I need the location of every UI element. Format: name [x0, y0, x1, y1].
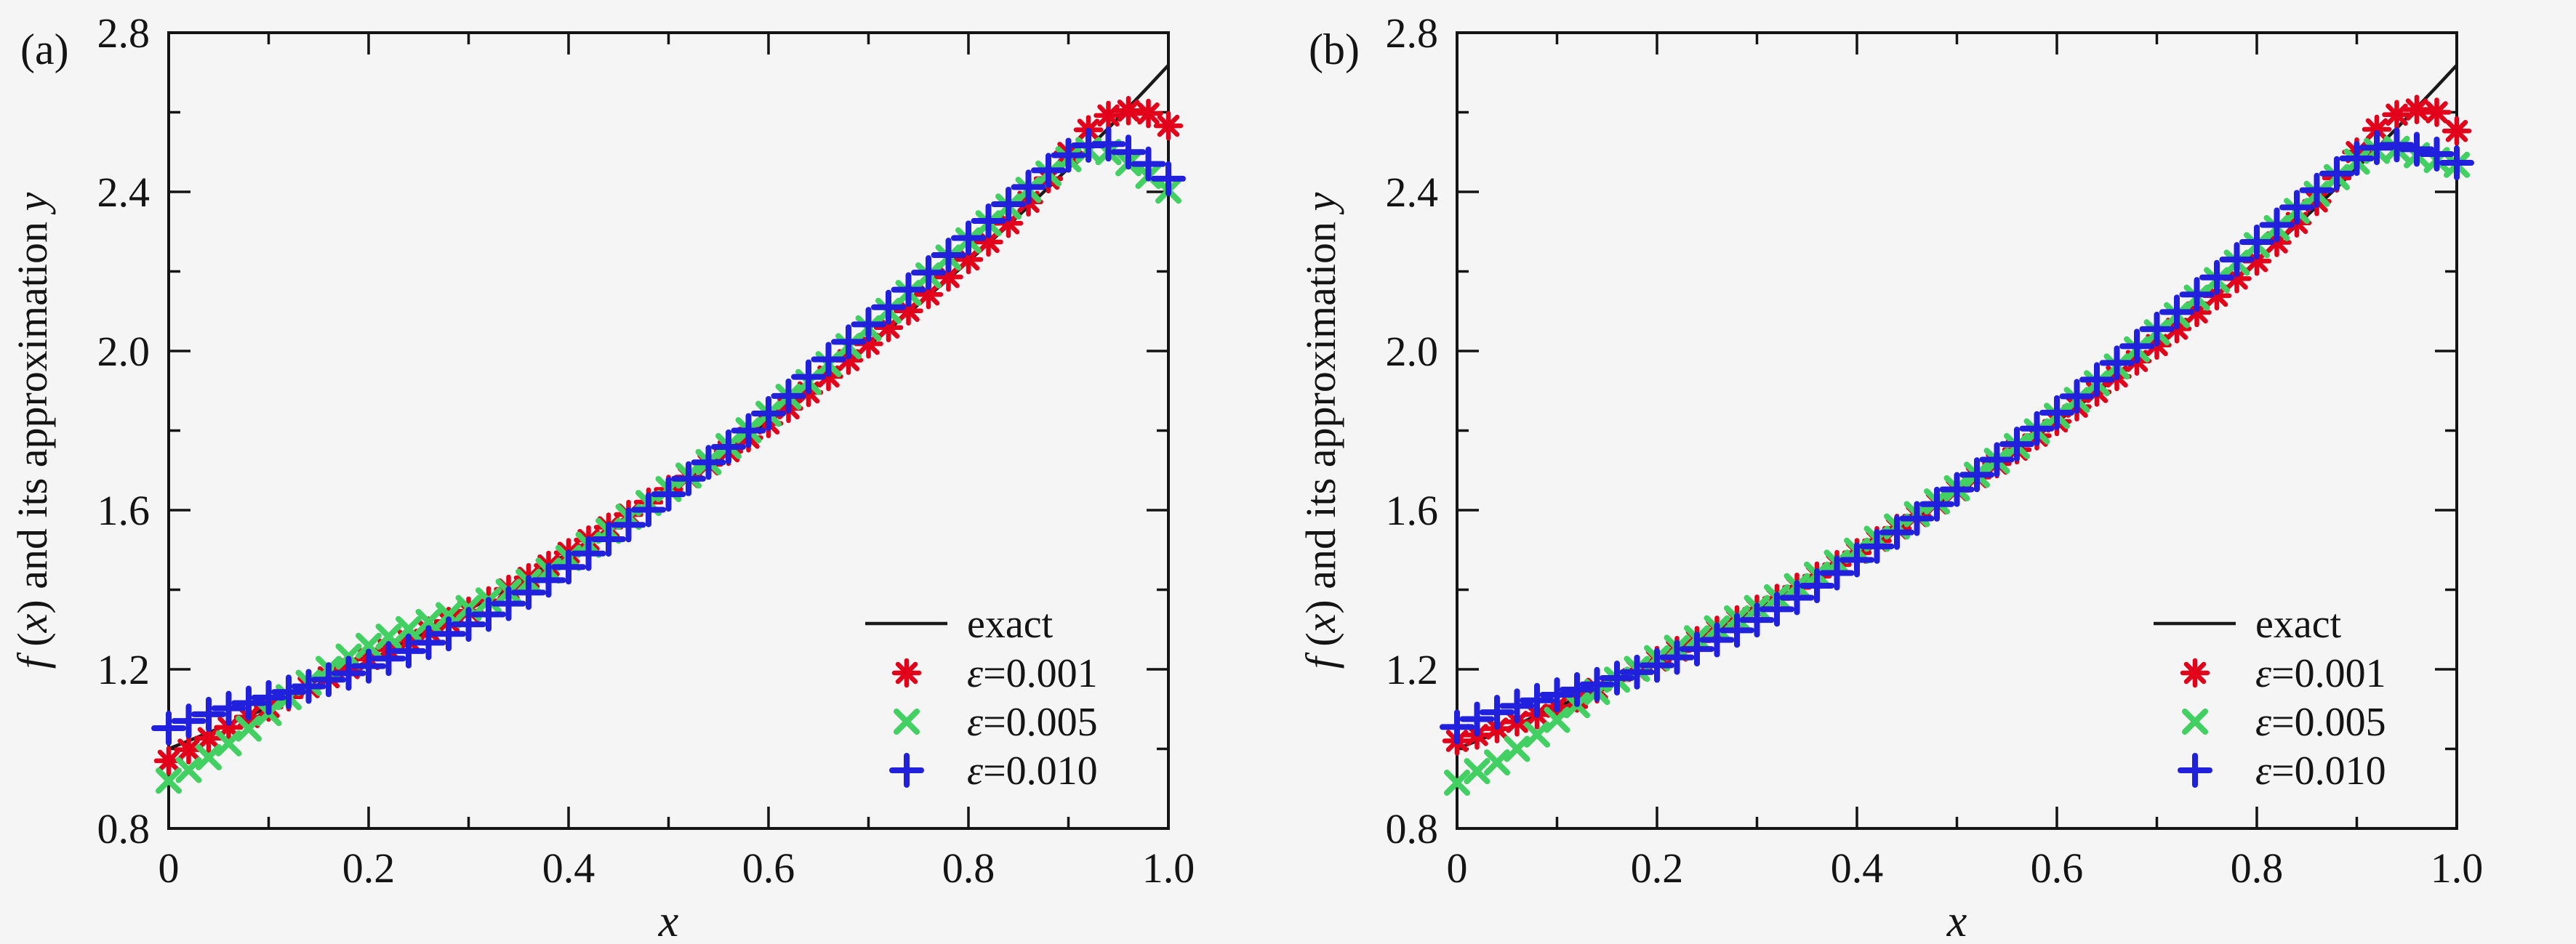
y-tick-label: 2.0	[97, 328, 151, 375]
x-tick-label: 0.2	[342, 844, 396, 892]
x-marker	[1504, 735, 1530, 762]
y-tick-label: 2.4	[1386, 169, 1439, 216]
x-axis-title: x	[1946, 897, 1967, 944]
y-tick-label: 2.8	[1386, 9, 1439, 57]
asterisk-marker	[2365, 118, 2388, 141]
legend-label: ε=0.005	[2255, 700, 2386, 745]
x-tick-labels: 0 0.2 0.4 0.6 0.8 1.0	[159, 844, 1195, 892]
series-plus-markers	[151, 126, 1186, 746]
x-marker	[375, 624, 402, 650]
asterisk-marker	[157, 749, 180, 772]
y-tick-label: 0.8	[1386, 805, 1439, 852]
y-tick-label: 2.0	[1386, 328, 1439, 375]
x-tick-label: 0	[1447, 844, 1468, 892]
x-marker	[1544, 706, 1570, 733]
x-marker	[1484, 749, 1510, 776]
y-tick-label: 1.2	[1386, 646, 1439, 693]
asterisk-marker	[877, 316, 900, 339]
asterisk-marker	[897, 299, 920, 322]
asterisk-marker	[1137, 102, 1160, 125]
x-tick-labels: 0 0.2 0.4 0.6 0.8 1.0	[1447, 844, 2484, 892]
x-tick-label: 0.8	[942, 844, 995, 892]
legend-label: ε=0.010	[967, 749, 1098, 794]
x-tick-label: 1.0	[1142, 844, 1195, 892]
legend-label: ε=0.010	[2255, 749, 2386, 794]
y-tick-label: 2.8	[97, 9, 151, 57]
panel-tag: (a)	[20, 25, 69, 73]
x-marker	[1524, 721, 1550, 748]
x-tick-label: 0	[159, 844, 180, 892]
legend-label: exact	[967, 602, 1054, 647]
panel-a-chart: 0 0.2 0.4 0.6 0.8 1.00.81.21.62.02.42.8exactε…	[9, 9, 1195, 944]
panel-b: 0 0.2 0.4 0.6 0.8 1.0 0.8 1.2 1.6 2.0 2.4 2.8 exact ε…	[1288, 0, 2576, 944]
series-plus-markers	[1440, 127, 2474, 745]
x-tick-label: 0.4	[542, 844, 595, 892]
axes	[167, 31, 1170, 830]
asterisk-marker	[957, 248, 980, 271]
asterisk-marker	[2245, 250, 2268, 273]
x-marker	[894, 709, 920, 735]
asterisk-marker	[2445, 119, 2468, 142]
asterisk-marker	[997, 212, 1020, 235]
asterisk-marker	[197, 727, 220, 749]
asterisk-marker	[2405, 98, 2428, 121]
asterisk-marker	[217, 716, 240, 739]
x-tick-label: 0.6	[2031, 844, 2084, 892]
asterisk-marker	[895, 661, 918, 685]
x-marker	[236, 715, 262, 742]
x-tick-label: 0.4	[1831, 844, 1884, 892]
x-marker	[1464, 758, 1490, 785]
x-marker	[156, 767, 182, 794]
x-tick-label: 0.6	[742, 844, 795, 892]
axes	[1456, 31, 2458, 830]
asterisk-marker	[2183, 661, 2207, 685]
panel-a: 0 0.2 0.4 0.6 0.8 1.0 0.8 1.2 1.6 2.0 2.4 2.8 exact ε…	[9, 9, 1195, 944]
x-axis	[167, 33, 1170, 828]
legend-label: ε=0.001	[2255, 651, 2386, 696]
y-tick-label: 0.8	[97, 805, 151, 852]
y-tick-labels: 0.8 1.2 1.6 2.0 2.4 2.8	[1386, 9, 1439, 852]
x-axis-title: x	[658, 897, 679, 944]
asterisk-marker	[2425, 101, 2448, 124]
x-marker	[415, 608, 442, 635]
asterisk-marker	[177, 738, 200, 761]
asterisk-marker	[917, 283, 940, 306]
y-axis	[1457, 31, 2457, 830]
asterisk-marker	[1157, 114, 1180, 137]
x-marker	[436, 602, 462, 629]
x-tick-label: 0.2	[1631, 844, 1684, 892]
asterisk-marker	[977, 230, 1000, 254]
y-tick-labels: 0.8 1.2 1.6 2.0 2.4 2.8	[97, 9, 151, 852]
panel-b-chart: 0 0.2 0.4 0.6 0.8 1.00.81.21.62.02.42.8exactε…	[1297, 9, 2484, 944]
x-tick-label: 0.8	[2231, 844, 2284, 892]
x-tick-label: 1.0	[2431, 844, 2484, 892]
legend-label: ε=0.005	[967, 700, 1098, 745]
x-marker	[356, 632, 382, 659]
x-marker	[2182, 709, 2208, 735]
legend-label: ε=0.001	[967, 651, 1098, 696]
asterisk-marker	[1117, 100, 1140, 122]
asterisk-marker	[2226, 267, 2248, 290]
y-axis-title: f (x) and its approximation y	[9, 192, 56, 669]
y-tick-label: 1.6	[1386, 487, 1439, 534]
y-tick-label: 1.2	[97, 646, 151, 693]
y-tick-label: 1.6	[97, 487, 151, 534]
asterisk-marker	[937, 265, 960, 289]
x-marker	[175, 757, 202, 783]
x-marker	[396, 616, 422, 642]
legend-label: exact	[2255, 602, 2342, 647]
x-axis	[1456, 33, 2458, 828]
x-marker	[196, 743, 222, 770]
x-marker	[215, 730, 242, 757]
y-tick-label: 2.4	[97, 169, 151, 216]
y-axis-title: f (x) and its approximation y	[1297, 192, 1344, 669]
panel-tag: (b)	[1309, 25, 1360, 73]
x-marker	[1444, 770, 1470, 796]
